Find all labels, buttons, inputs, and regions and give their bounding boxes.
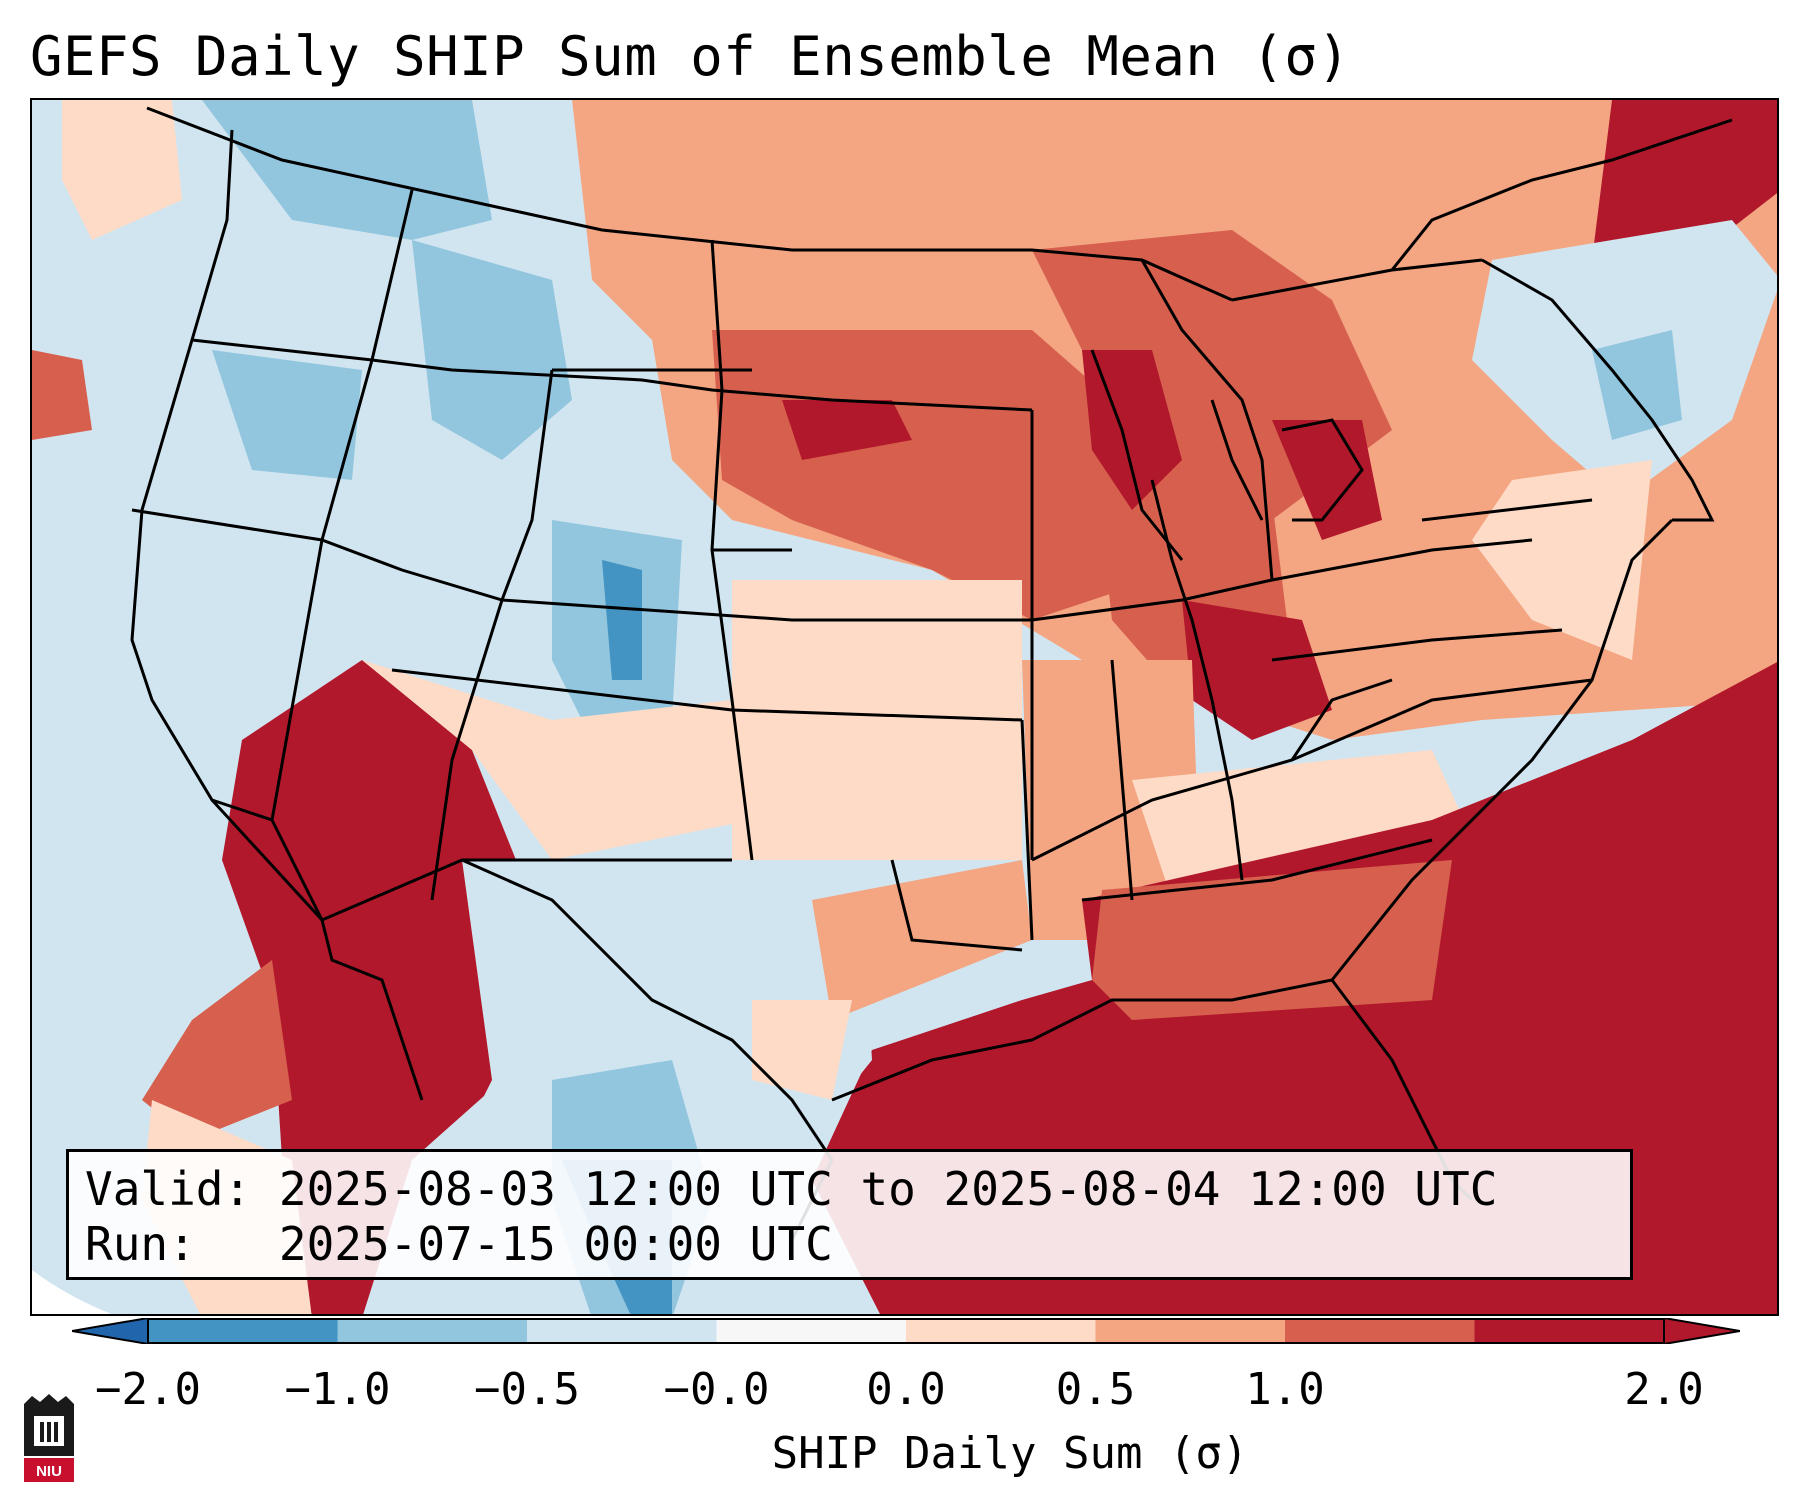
niu-logo: NIU (24, 1394, 74, 1482)
colorbar-outline (147, 1318, 1665, 1344)
colorbar-extend-high (1663, 1318, 1740, 1344)
colorbar-tick-label: 0.0 (866, 1364, 946, 1415)
validity-info-box: Valid: 2025-08-03 12:00 UTC to 2025-08-0… (66, 1149, 1633, 1280)
colorbar-segment (1285, 1319, 1475, 1343)
run-row: Run: 2025-07-15 00:00 UTC (85, 1217, 1614, 1272)
valid-row: Valid: 2025-08-03 12:00 UTC to 2025-08-0… (85, 1162, 1614, 1217)
colorbar-label: SHIP Daily Sum (σ) (771, 1428, 1249, 1479)
out-of-domain-area (32, 1270, 112, 1314)
colorbar-tick-label: −2.0 (95, 1364, 201, 1415)
colorbar-segment (337, 1319, 527, 1343)
logo-text: NIU (36, 1463, 62, 1480)
colorbar-segment (716, 1319, 906, 1343)
colorbar-tick-label: 0.5 (1055, 1364, 1136, 1415)
state-boundaries (130, 106, 1733, 1241)
colorbar-segment (527, 1319, 717, 1343)
map-panel (30, 98, 1779, 1316)
colorbar-segment (1474, 1319, 1664, 1343)
map-title: GEFS Daily SHIP Sum of Ensemble Mean (σ) (30, 25, 1351, 88)
colorbar-segment (906, 1319, 1096, 1343)
ship-map (32, 100, 1777, 1314)
colorbar-tick-label: −0.5 (474, 1364, 580, 1415)
valid-label: Valid: (85, 1162, 252, 1216)
colorbar-segment (148, 1319, 338, 1343)
valid-value: 2025-08-03 12:00 UTC to 2025-08-04 12:00… (278, 1162, 1498, 1216)
colorbar-tick-label: −1.0 (284, 1364, 391, 1415)
colorbar-tick-label: −0.0 (663, 1364, 770, 1415)
colorbar-extend-low (72, 1318, 149, 1344)
colorbar-tick-label: 1.0 (1245, 1364, 1325, 1415)
run-label: Run: (85, 1217, 196, 1271)
colorbar (72, 1318, 1740, 1344)
run-value: 2025-07-15 00:00 UTC (278, 1217, 833, 1271)
colorbar-tick-label: 2.0 (1624, 1364, 1704, 1415)
colorbar-segment (1095, 1319, 1285, 1343)
anomaly-field (32, 100, 1777, 1314)
